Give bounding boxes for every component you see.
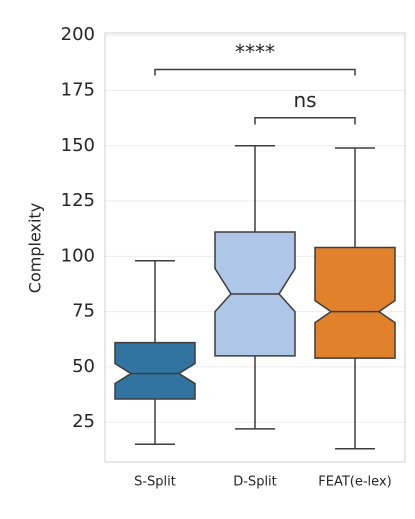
box bbox=[114, 341, 196, 400]
significance-bracket bbox=[154, 68, 356, 76]
y-tick-label: 175 bbox=[61, 79, 95, 100]
x-tick-label: D-Split bbox=[233, 475, 277, 490]
x-tick-label: S-Split bbox=[134, 475, 176, 490]
y-tick-label: 50 bbox=[72, 356, 95, 377]
significance-bracket bbox=[254, 116, 356, 125]
significance-label: **** bbox=[235, 40, 275, 64]
y-tick-label: 75 bbox=[72, 301, 95, 322]
y-tick-label: 25 bbox=[72, 411, 95, 432]
box bbox=[314, 246, 396, 359]
y-axis-label: Complexity bbox=[26, 203, 45, 293]
y-tick-label: 100 bbox=[61, 245, 95, 266]
y-tick-label: 125 bbox=[61, 190, 95, 211]
y-tick-label: 150 bbox=[61, 135, 95, 156]
plot-frame bbox=[104, 32, 406, 463]
y-tick-label: 200 bbox=[61, 24, 95, 45]
significance-label: ns bbox=[293, 88, 316, 112]
x-tick-label: FEAT(e-lex) bbox=[318, 475, 391, 490]
